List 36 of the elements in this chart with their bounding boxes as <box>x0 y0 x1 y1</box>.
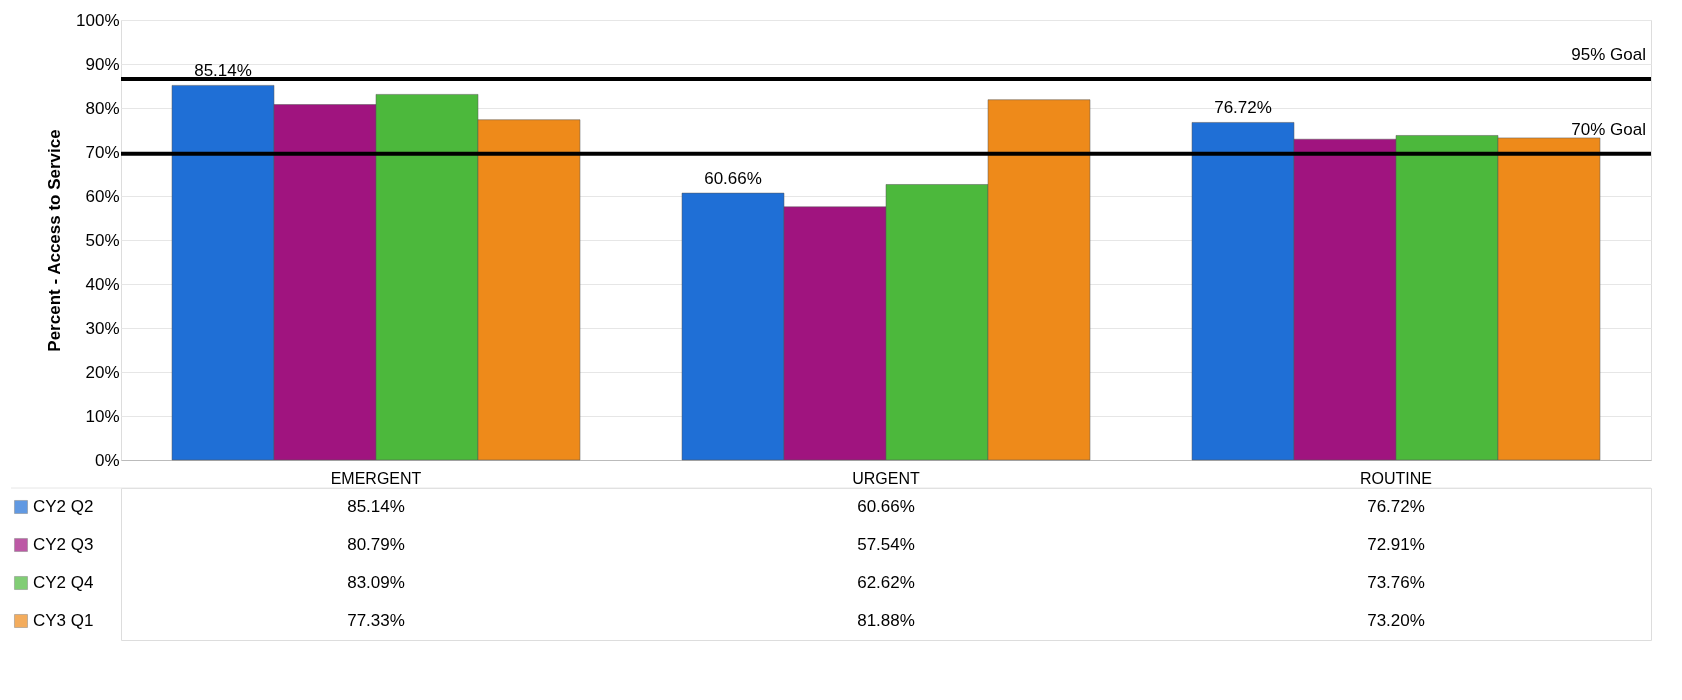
y-tick-label: 90% <box>85 54 120 74</box>
ref-line-label: 95% Goal <box>1571 44 1646 64</box>
y-axis-title: Percent - Access to Service <box>45 129 65 352</box>
ref-line-label: 70% Goal <box>1571 119 1646 139</box>
y-tick-label: 70% <box>85 142 120 162</box>
data-label: 80.79% <box>347 535 405 554</box>
x-tick-label: URGENT <box>852 469 920 487</box>
data-label: 83.09% <box>347 573 405 592</box>
data-label: 76.72% <box>1367 497 1425 516</box>
data-label: 57.54% <box>857 535 915 554</box>
y-tick-label: 0% <box>94 450 120 470</box>
annotation: 85.14% <box>194 61 252 81</box>
annotation: 76.72% <box>1214 98 1272 118</box>
data-label: 62.62% <box>857 573 915 592</box>
data-label: 77.33% <box>347 611 405 630</box>
y-tick-label: 100% <box>76 10 120 30</box>
y-tick-label: 60% <box>85 186 120 206</box>
data-label: 81.88% <box>857 611 915 630</box>
legend-label: CY2 Q4 <box>33 573 94 592</box>
legend-label: CY3 Q1 <box>33 611 94 630</box>
y-tick-label: 50% <box>85 230 120 250</box>
legend-label: CY2 Q2 <box>33 497 94 516</box>
data-label: 85.14% <box>347 497 405 516</box>
y-tick-label: 80% <box>85 98 120 118</box>
legend-label: CY2 Q3 <box>33 535 94 554</box>
data-label: 72.91% <box>1367 535 1425 554</box>
y-tick-label: 10% <box>85 406 120 426</box>
y-tick-label: 20% <box>85 362 120 382</box>
x-tick-label: EMERGENT <box>330 469 422 487</box>
data-label: 73.76% <box>1367 573 1425 592</box>
data-label: 73.20% <box>1367 611 1425 630</box>
data-label: 60.66% <box>857 497 915 516</box>
x-tick-label: ROUTINE <box>1360 469 1432 487</box>
y-tick-label: 30% <box>85 318 120 338</box>
y-tick-label: 40% <box>85 274 120 294</box>
annotation: 60.66% <box>704 169 762 189</box>
